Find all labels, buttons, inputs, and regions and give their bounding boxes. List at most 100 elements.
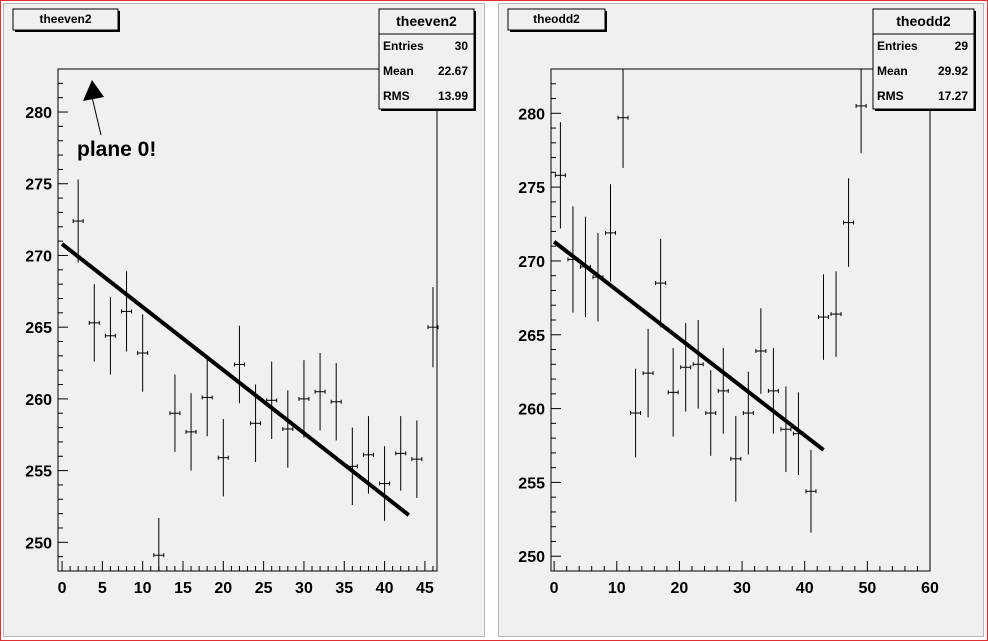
data-point [617, 69, 629, 168]
y-tick-label: 270 [25, 248, 52, 265]
chart-title: theodd2 [533, 12, 580, 26]
x-tick-label: 25 [255, 580, 273, 597]
data-point [379, 446, 391, 521]
stats-label: Mean [383, 64, 414, 78]
y-tick-label: 260 [518, 402, 545, 419]
x-tick-label: 30 [295, 580, 313, 597]
y-tick-label: 280 [25, 105, 52, 122]
y-tick-label: 265 [25, 320, 52, 337]
data-point [554, 122, 566, 229]
y-tick-label: 265 [518, 328, 545, 345]
data-point [843, 178, 855, 267]
data-point [630, 368, 642, 458]
data-point [104, 297, 116, 375]
data-point [667, 348, 679, 437]
data-point [717, 348, 729, 434]
data-point [642, 328, 654, 418]
stats-label: RMS [383, 89, 410, 103]
data-point [780, 386, 792, 473]
data-point [767, 348, 779, 434]
data-point [330, 363, 342, 441]
stats-value: 17.27 [938, 89, 968, 103]
data-point [185, 393, 197, 471]
stats-label: Mean [877, 64, 908, 78]
x-tick-label: 60 [921, 580, 939, 597]
data-point [411, 420, 423, 498]
x-tick-label: 5 [98, 580, 107, 597]
x-tick-label: 0 [550, 580, 559, 597]
data-point [217, 418, 229, 497]
x-tick-label: 40 [376, 580, 394, 597]
title-box [12, 8, 119, 31]
data-point [201, 358, 213, 437]
data-point [395, 416, 407, 491]
x-tick-label: 40 [796, 580, 814, 597]
x-tick-label: 10 [134, 580, 152, 597]
data-point [314, 352, 326, 431]
data-point [121, 271, 133, 352]
y-tick-label: 270 [518, 254, 545, 271]
annotation-arrow-head [83, 80, 104, 101]
y-tick-label: 280 [518, 106, 545, 123]
data-point [233, 325, 245, 404]
annotation-arrow-line [91, 96, 102, 136]
x-tick-label: 50 [858, 580, 876, 597]
data-point [805, 449, 817, 533]
stats-value: 29 [955, 39, 969, 53]
y-tick-label: 255 [25, 464, 52, 481]
x-tick-label: 45 [416, 580, 434, 597]
data-point [282, 390, 294, 468]
x-tick-label: 10 [608, 580, 626, 597]
data-point [88, 284, 100, 362]
y-tick-label: 275 [25, 177, 52, 194]
data-point [153, 517, 165, 571]
data-point [830, 271, 842, 357]
data-point [266, 361, 278, 440]
stats-label: Entries [877, 39, 918, 53]
x-tick-label: 15 [174, 580, 192, 597]
plot-frame [550, 68, 931, 572]
x-tick-label: 20 [214, 580, 232, 597]
data-point [298, 360, 310, 438]
stats-value: 13.99 [438, 89, 468, 103]
annotation-text: plane 0! [77, 138, 156, 161]
stats-name: theeven2 [396, 13, 457, 29]
stats-box [378, 8, 475, 110]
data-point [169, 374, 181, 452]
x-tick-label: 0 [58, 580, 67, 597]
data-point [730, 415, 742, 502]
title-box [507, 8, 606, 31]
chart-1: theodd2 theodd2 Entries 29 Mean 29.92 RMS 17.27… [507, 8, 976, 597]
stats-box [872, 8, 975, 110]
fit-line [60, 242, 411, 517]
y-tick-label: 250 [25, 535, 52, 552]
stats-name: theodd2 [896, 13, 951, 29]
data-point [72, 179, 84, 263]
x-tick-label: 30 [733, 580, 751, 597]
data-point [692, 320, 704, 409]
data-point [818, 274, 830, 360]
chart-title: theeven2 [39, 12, 91, 26]
y-tick-label: 275 [518, 180, 545, 197]
x-tick-label: 35 [335, 580, 353, 597]
stats-value: 30 [455, 39, 469, 53]
data-point [427, 287, 439, 368]
y-tick-label: 255 [518, 475, 545, 492]
x-tick-label: 20 [671, 580, 689, 597]
y-tick-label: 250 [518, 549, 545, 566]
y-tick-label: 260 [25, 392, 52, 409]
data-point [605, 184, 617, 282]
chart-0: theeven2 theeven2 Entries 30 Mean 22.67 RMS 13.… [12, 8, 476, 597]
data-point [742, 371, 754, 455]
data-point [137, 314, 149, 392]
stats-value: 29.92 [938, 64, 968, 78]
stats-label: RMS [877, 89, 904, 103]
data-point [362, 416, 374, 494]
data-point [655, 238, 667, 328]
data-point [855, 69, 867, 154]
data-point [755, 308, 767, 394]
fit-line [552, 240, 825, 452]
data-point [705, 370, 717, 456]
stats-value: 22.67 [438, 64, 468, 78]
stats-label: Entries [383, 39, 424, 53]
